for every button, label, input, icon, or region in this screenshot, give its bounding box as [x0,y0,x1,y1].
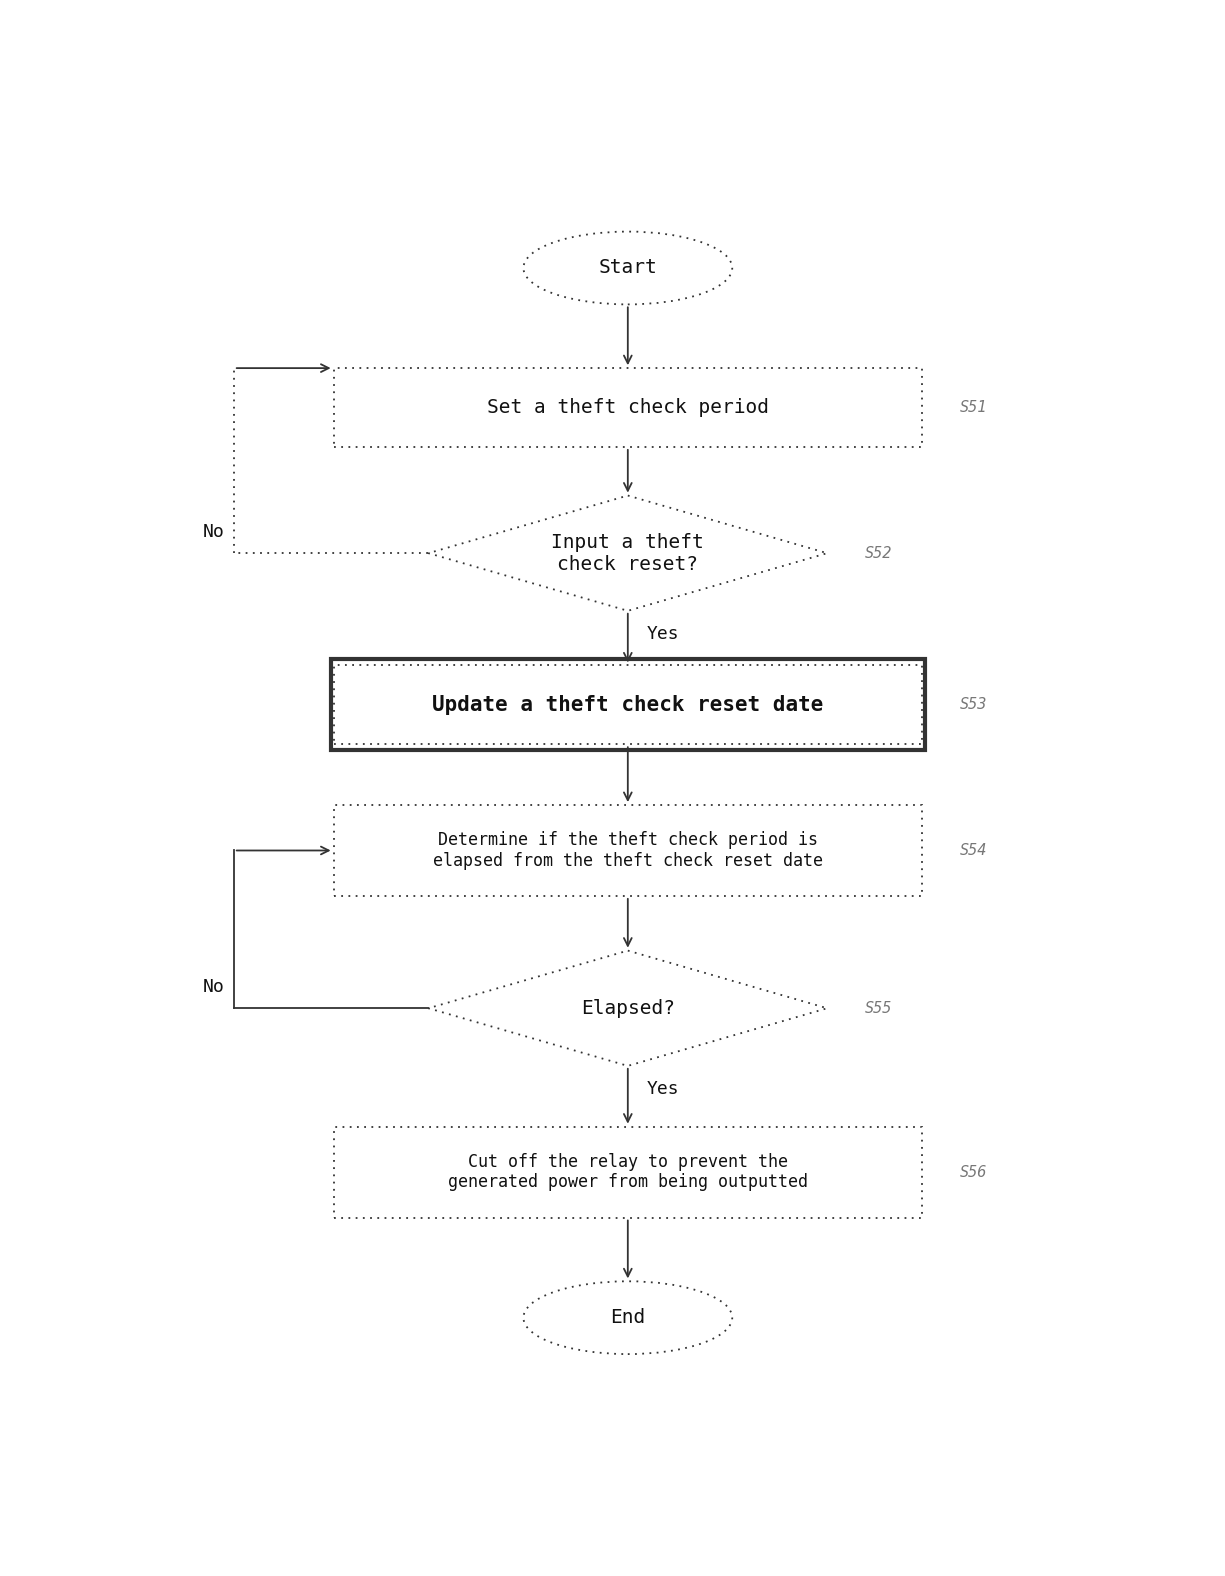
Text: End: End [610,1308,646,1327]
Text: S54: S54 [960,843,987,857]
Polygon shape [429,495,827,611]
Polygon shape [429,950,827,1065]
Text: Set a theft check period: Set a theft check period [486,399,769,418]
FancyBboxPatch shape [331,659,925,750]
Text: Elapsed?: Elapsed? [581,999,675,1018]
Text: S53: S53 [960,697,987,712]
Text: No: No [202,979,224,996]
Ellipse shape [523,1281,733,1354]
FancyBboxPatch shape [333,1127,922,1218]
Text: No: No [202,523,224,541]
Text: S55: S55 [865,1001,893,1017]
Text: Cut off the relay to prevent the
generated power from being outputted: Cut off the relay to prevent the generat… [448,1152,807,1191]
FancyBboxPatch shape [333,805,922,897]
Text: S52: S52 [865,545,893,561]
Text: Determine if the theft check period is
elapsed from the theft check reset date: Determine if the theft check period is e… [432,831,823,870]
Text: Yes: Yes [647,1081,680,1098]
Ellipse shape [523,232,733,304]
Text: Update a theft check reset date: Update a theft check reset date [432,695,823,716]
Text: Input a theft
check reset?: Input a theft check reset? [551,533,704,574]
Text: S51: S51 [960,400,987,414]
Text: Yes: Yes [647,626,680,643]
Text: Start: Start [599,258,657,277]
Text: S56: S56 [960,1165,987,1179]
FancyBboxPatch shape [333,369,922,448]
